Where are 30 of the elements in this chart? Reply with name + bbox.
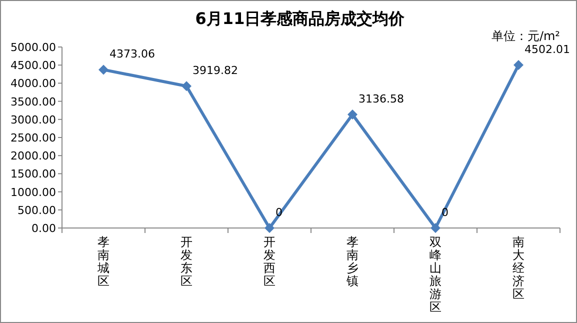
data-label: 3919.82 xyxy=(192,64,238,78)
x-tick-label: 开发西区 xyxy=(264,235,276,288)
y-tick-label: 500.00 xyxy=(18,204,56,217)
y-tick-label: 1500.00 xyxy=(10,168,56,181)
data-label: 0 xyxy=(276,206,282,219)
y-tick-label: 1000.00 xyxy=(10,186,56,199)
point xyxy=(264,223,274,233)
y-tick-label: 4000.00 xyxy=(10,77,56,90)
point xyxy=(98,64,108,75)
y-tick-label: 0.00 xyxy=(32,222,56,235)
x-tick-label: 双峰山旅游区 xyxy=(430,235,442,314)
y-tick-label: 2500.00 xyxy=(10,132,56,144)
point xyxy=(348,109,358,120)
point xyxy=(182,81,192,92)
y-tick-label: 3500.00 xyxy=(10,95,56,108)
x-tick-label: 开发东区 xyxy=(180,235,192,288)
y-tick-label: 5000.00 xyxy=(10,41,56,54)
y-tick-label: 2000.00 xyxy=(10,150,56,163)
data-label: 3136.58 xyxy=(358,92,404,106)
chart-title: 6月11日孝感商品房成交均价 xyxy=(195,9,406,28)
y-tick-label: 4500.00 xyxy=(10,59,56,72)
text: 单位：元/m² xyxy=(491,29,560,43)
x-tick-label: 孝南乡镇 xyxy=(346,235,358,288)
x-tick-label: 南大经济区 xyxy=(512,235,524,301)
data-label: 4502.01 xyxy=(524,43,570,56)
data-label: 4373.06 xyxy=(110,48,155,61)
y-tick-label: 3000.00 xyxy=(10,113,56,126)
point xyxy=(430,223,440,233)
x-tick-label: 孝南城区 xyxy=(96,235,110,288)
point xyxy=(514,60,524,70)
